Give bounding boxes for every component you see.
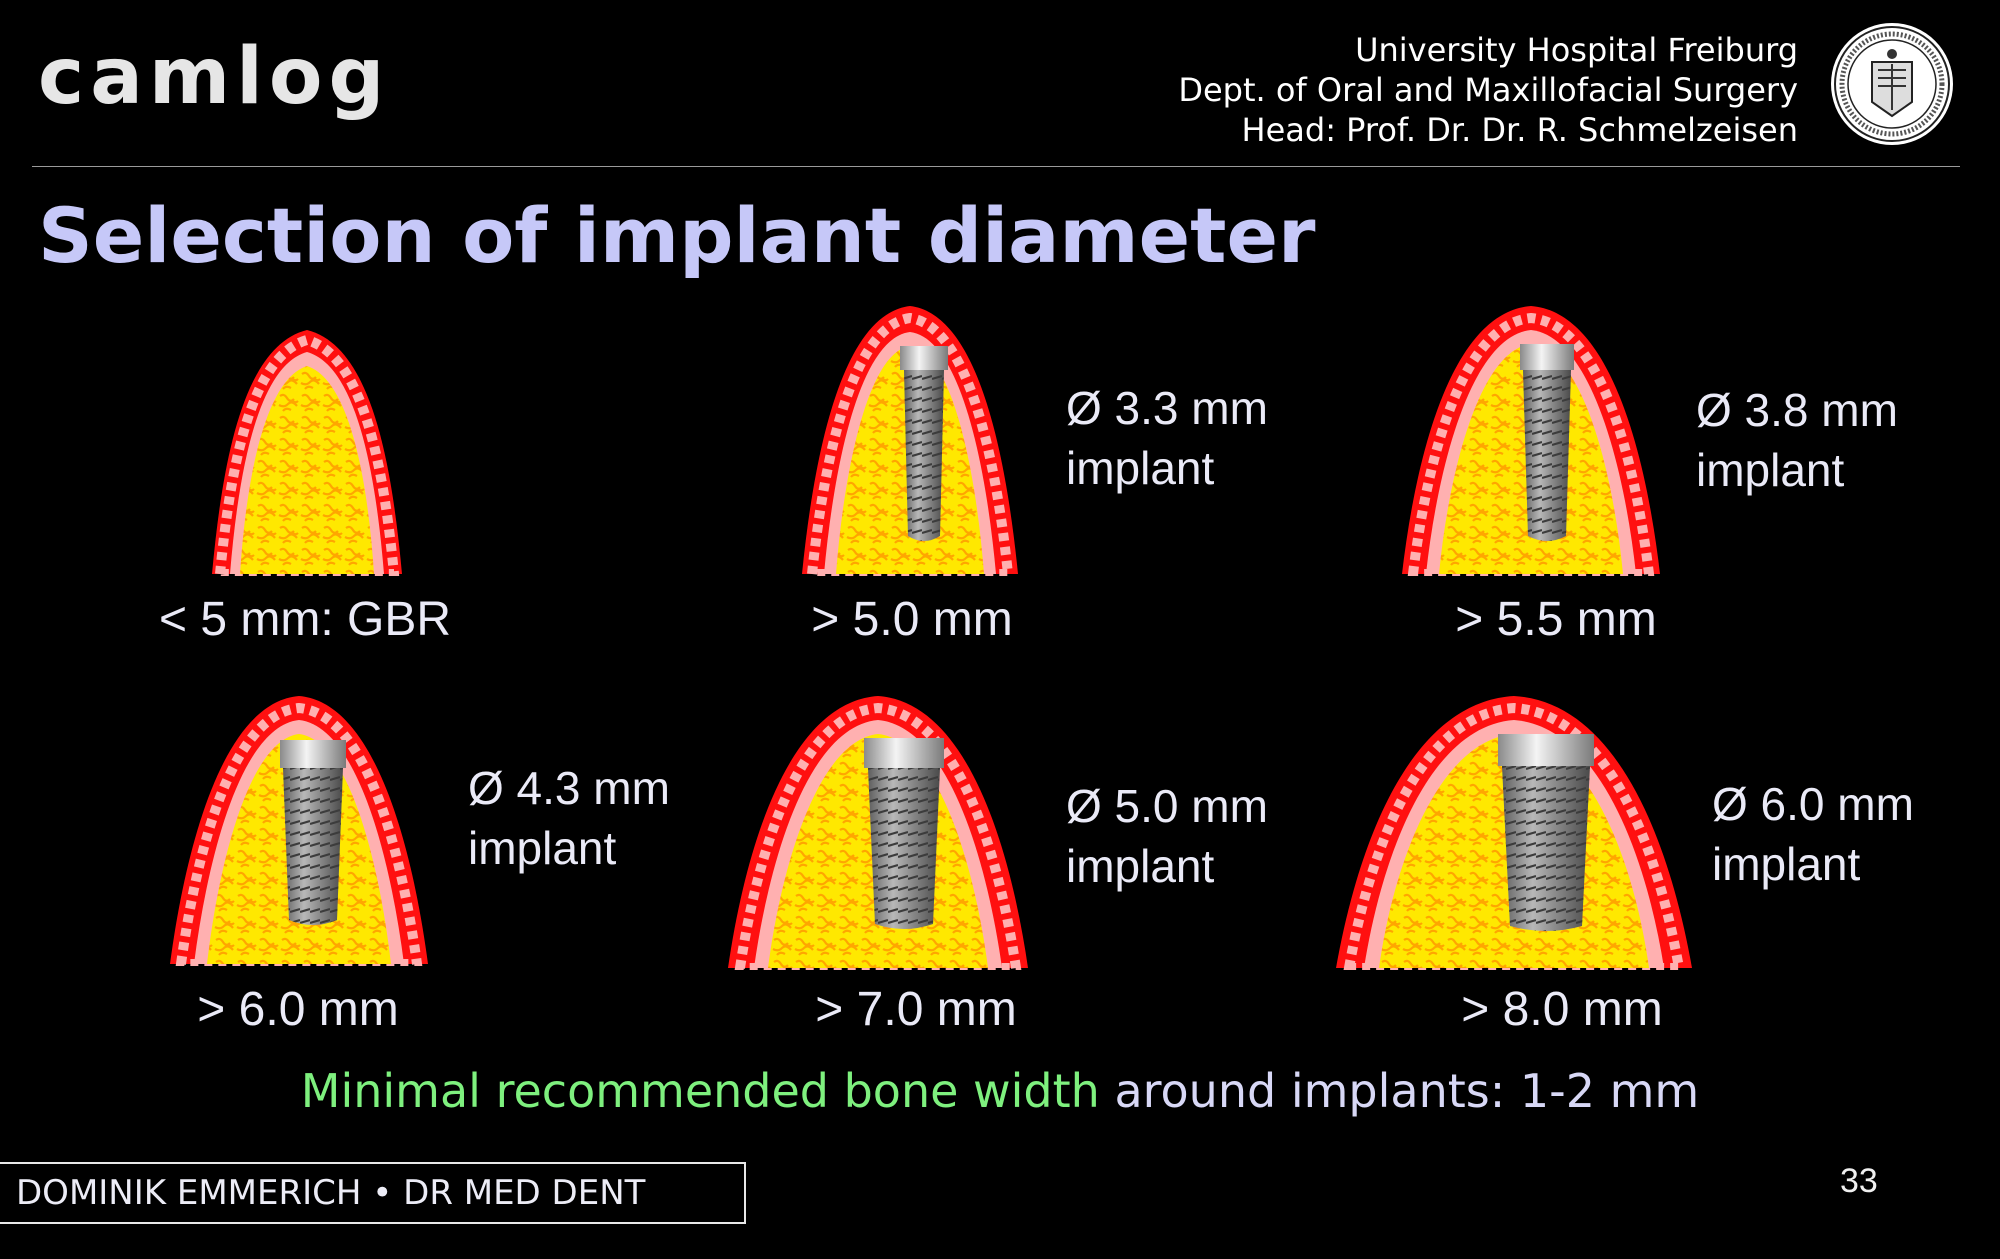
slide-title: Selection of implant diameter	[38, 191, 1316, 280]
diameter-label-4-3: Ø 4.3 mm implant	[468, 758, 670, 878]
diameter-label-6-0: Ø 6.0 mm implant	[1712, 774, 1914, 894]
bone-ridge-gbr	[212, 330, 402, 576]
bone-width-note: Minimal recommended bone width around im…	[0, 1068, 2000, 1114]
diameter-value: Ø 5.0 mm	[1066, 780, 1268, 832]
author-name: DOMINIK EMMERICH • DR MED DENT	[16, 1173, 646, 1213]
implant-3-3	[900, 346, 948, 541]
bone-ridge-3-8	[1402, 306, 1660, 576]
diameter-label-3-3: Ø 3.3 mm implant	[1066, 378, 1268, 498]
header-divider	[32, 166, 1960, 167]
caption-panel-1: < 5 mm: GBR	[158, 593, 452, 646]
bone-ridge-6-0	[1336, 696, 1692, 970]
diameter-value: Ø 6.0 mm	[1712, 778, 1914, 830]
camlog-logo: camlog	[38, 32, 391, 122]
author-box	[0, 1162, 746, 1224]
university-seal-icon	[1831, 23, 1953, 145]
page-number: 33	[1840, 1162, 1878, 1200]
caption-panel-3: > 5.5 mm	[1455, 593, 1657, 646]
implant-4-3	[280, 740, 346, 925]
implant-6-0	[1498, 734, 1594, 931]
implant-word: implant	[1712, 838, 1861, 890]
implant-word: implant	[468, 822, 617, 874]
diameter-label-5-0: Ø 5.0 mm implant	[1066, 776, 1268, 896]
caption-panel-6: > 8.0 mm	[1461, 983, 1663, 1036]
caption-panel-2: > 5.0 mm	[811, 593, 1013, 646]
implant-word: implant	[1066, 442, 1215, 494]
hospital-name: University Hospital Freiburg	[1355, 31, 1798, 69]
department-name: Dept. of Oral and Maxillofacial Surgery	[1178, 71, 1798, 109]
head-name: Head: Prof. Dr. Dr. R. Schmelzeisen	[1241, 111, 1798, 149]
implant-3-8	[1520, 344, 1574, 541]
implant-word: implant	[1066, 840, 1215, 892]
implant-word: implant	[1696, 444, 1845, 496]
diameter-value: Ø 4.3 mm	[468, 762, 670, 814]
bone-ridge-5-0	[728, 696, 1028, 970]
note-rest: around implants: 1-2 mm	[1099, 1064, 1700, 1118]
bone-ridge-3-3	[802, 306, 1018, 576]
caption-panel-5: > 7.0 mm	[815, 983, 1017, 1036]
diameter-value: Ø 3.8 mm	[1696, 384, 1898, 436]
hospital-header: University Hospital Freiburg Dept. of Or…	[1178, 30, 1798, 150]
note-highlight: Minimal recommended bone width	[300, 1064, 1100, 1118]
caption-panel-4: > 6.0 mm	[197, 983, 399, 1036]
bone-ridge-4-3	[170, 696, 428, 966]
diameter-label-3-8: Ø 3.8 mm implant	[1696, 380, 1898, 500]
implant-5-0	[864, 738, 944, 929]
diameter-value: Ø 3.3 mm	[1066, 382, 1268, 434]
